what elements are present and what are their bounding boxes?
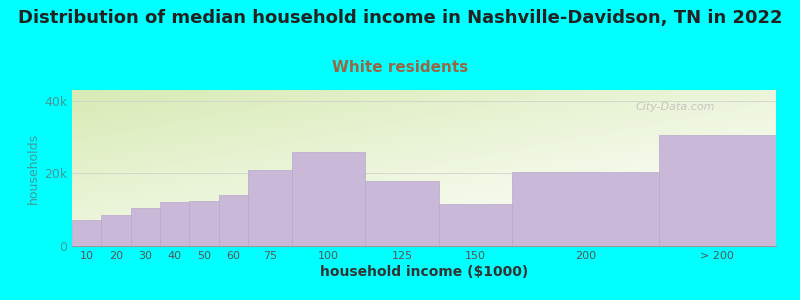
X-axis label: household income ($1000): household income ($1000) bbox=[320, 265, 528, 279]
Text: Distribution of median household income in Nashville-Davidson, TN in 2022: Distribution of median household income … bbox=[18, 9, 782, 27]
Bar bbox=[248, 170, 292, 246]
Bar bbox=[658, 135, 776, 246]
Y-axis label: households: households bbox=[27, 132, 40, 204]
Bar bbox=[218, 195, 248, 246]
Bar bbox=[190, 201, 218, 246]
Bar bbox=[512, 172, 658, 246]
Bar bbox=[130, 208, 160, 246]
Bar bbox=[160, 202, 190, 246]
Text: White residents: White residents bbox=[332, 60, 468, 75]
Bar bbox=[102, 215, 130, 246]
Bar bbox=[292, 152, 366, 246]
Bar bbox=[72, 220, 102, 246]
Text: City-Data.com: City-Data.com bbox=[635, 103, 714, 112]
Bar bbox=[366, 181, 438, 246]
Bar bbox=[438, 204, 512, 246]
